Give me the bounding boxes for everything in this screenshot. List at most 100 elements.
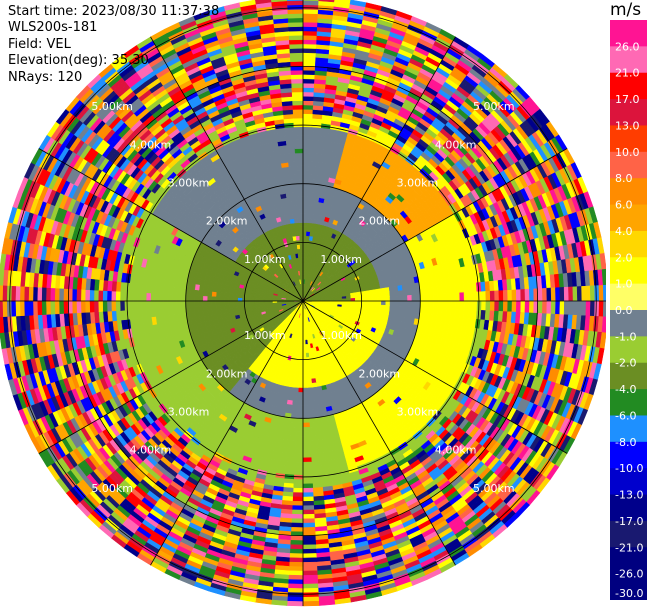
- gate: [334, 0, 351, 5]
- gate: [293, 387, 299, 393]
- gate: [424, 287, 430, 295]
- gate: [302, 409, 310, 415]
- gate: [298, 374, 304, 380]
- gate: [380, 304, 386, 310]
- gate: [302, 191, 309, 197]
- gate: [380, 287, 386, 294]
- gate: [302, 557, 317, 563]
- gate: [494, 290, 500, 302]
- gate: [411, 300, 417, 308]
- gate: [428, 293, 434, 302]
- gate: [302, 387, 309, 393]
- gate: [420, 294, 426, 302]
- gate: [288, 435, 297, 441]
- gate: [354, 297, 360, 302]
- gate: [305, 348, 309, 354]
- velocity-gates: [0, 0, 606, 607]
- gate: [406, 306, 413, 313]
- gate: [419, 287, 426, 296]
- gate: [371, 289, 377, 294]
- gate: [537, 300, 543, 314]
- gate: [581, 300, 587, 317]
- gate: [433, 293, 439, 302]
- gate: [433, 300, 439, 309]
- gate: [302, 113, 314, 119]
- gate: [376, 292, 382, 298]
- gate: [302, 574, 318, 581]
- gate: [302, 600, 320, 607]
- gate: [441, 300, 448, 309]
- gate: [302, 117, 313, 123]
- gate: [310, 373, 316, 380]
- gate: [385, 300, 391, 306]
- gate: [302, 30, 318, 36]
- gate: [507, 300, 513, 313]
- gate: [302, 130, 313, 136]
- gate: [302, 174, 310, 180]
- gate: [302, 100, 314, 106]
- gate: [310, 369, 315, 375]
- gate: [302, 418, 310, 424]
- gate: [297, 400, 304, 406]
- gate: [302, 561, 318, 568]
- gate: [411, 306, 417, 314]
- gate: [350, 298, 356, 302]
- gate: [295, 439, 304, 446]
- gate: [302, 370, 308, 376]
- gate: [302, 518, 315, 524]
- gate: [290, 522, 304, 528]
- gate: [306, 370, 311, 376]
- gate: [294, 448, 304, 454]
- gate: [302, 170, 311, 176]
- gate: [372, 296, 378, 302]
- gate: [546, 287, 552, 302]
- gate: [302, 48, 317, 54]
- gate: [424, 307, 430, 315]
- gate: [542, 287, 548, 302]
- gate: [394, 295, 400, 302]
- gate: [302, 479, 313, 485]
- gate: [302, 583, 319, 589]
- gate: [292, 496, 304, 502]
- gate: [296, 409, 304, 415]
- gate: [292, 391, 299, 397]
- gate: [289, 548, 304, 554]
- gate: [302, 126, 313, 132]
- gate: [302, 361, 307, 367]
- gate: [376, 300, 382, 306]
- gate: [368, 300, 373, 305]
- gate: [411, 294, 417, 302]
- gate: [302, 74, 316, 80]
- gate: [446, 292, 452, 302]
- gate: [302, 61, 316, 67]
- gate: [270, 599, 288, 606]
- gate: [389, 305, 395, 311]
- gate: [290, 535, 304, 541]
- gate: [290, 409, 298, 415]
- gate: [585, 285, 591, 302]
- gate: [302, 570, 318, 576]
- gate: [450, 300, 456, 310]
- gate: [298, 379, 304, 385]
- gate: [441, 293, 448, 302]
- gate: [308, 417, 317, 424]
- gate: [406, 289, 413, 296]
- gate: [302, 39, 317, 45]
- gate: [292, 487, 304, 493]
- gate: [302, 487, 314, 493]
- gate: [307, 209, 313, 215]
- gate: [572, 300, 578, 316]
- gate: [302, 226, 308, 232]
- gate: [302, 405, 309, 411]
- gate: [572, 286, 578, 302]
- gate: [407, 295, 413, 302]
- gate: [455, 292, 461, 302]
- gate: [307, 196, 315, 202]
- gate: [568, 286, 574, 302]
- gate: [372, 293, 378, 298]
- gate: [302, 200, 309, 206]
- gate: [302, 26, 318, 32]
- gate: [302, 553, 317, 559]
- gate: [302, 187, 310, 193]
- gate: [308, 404, 315, 411]
